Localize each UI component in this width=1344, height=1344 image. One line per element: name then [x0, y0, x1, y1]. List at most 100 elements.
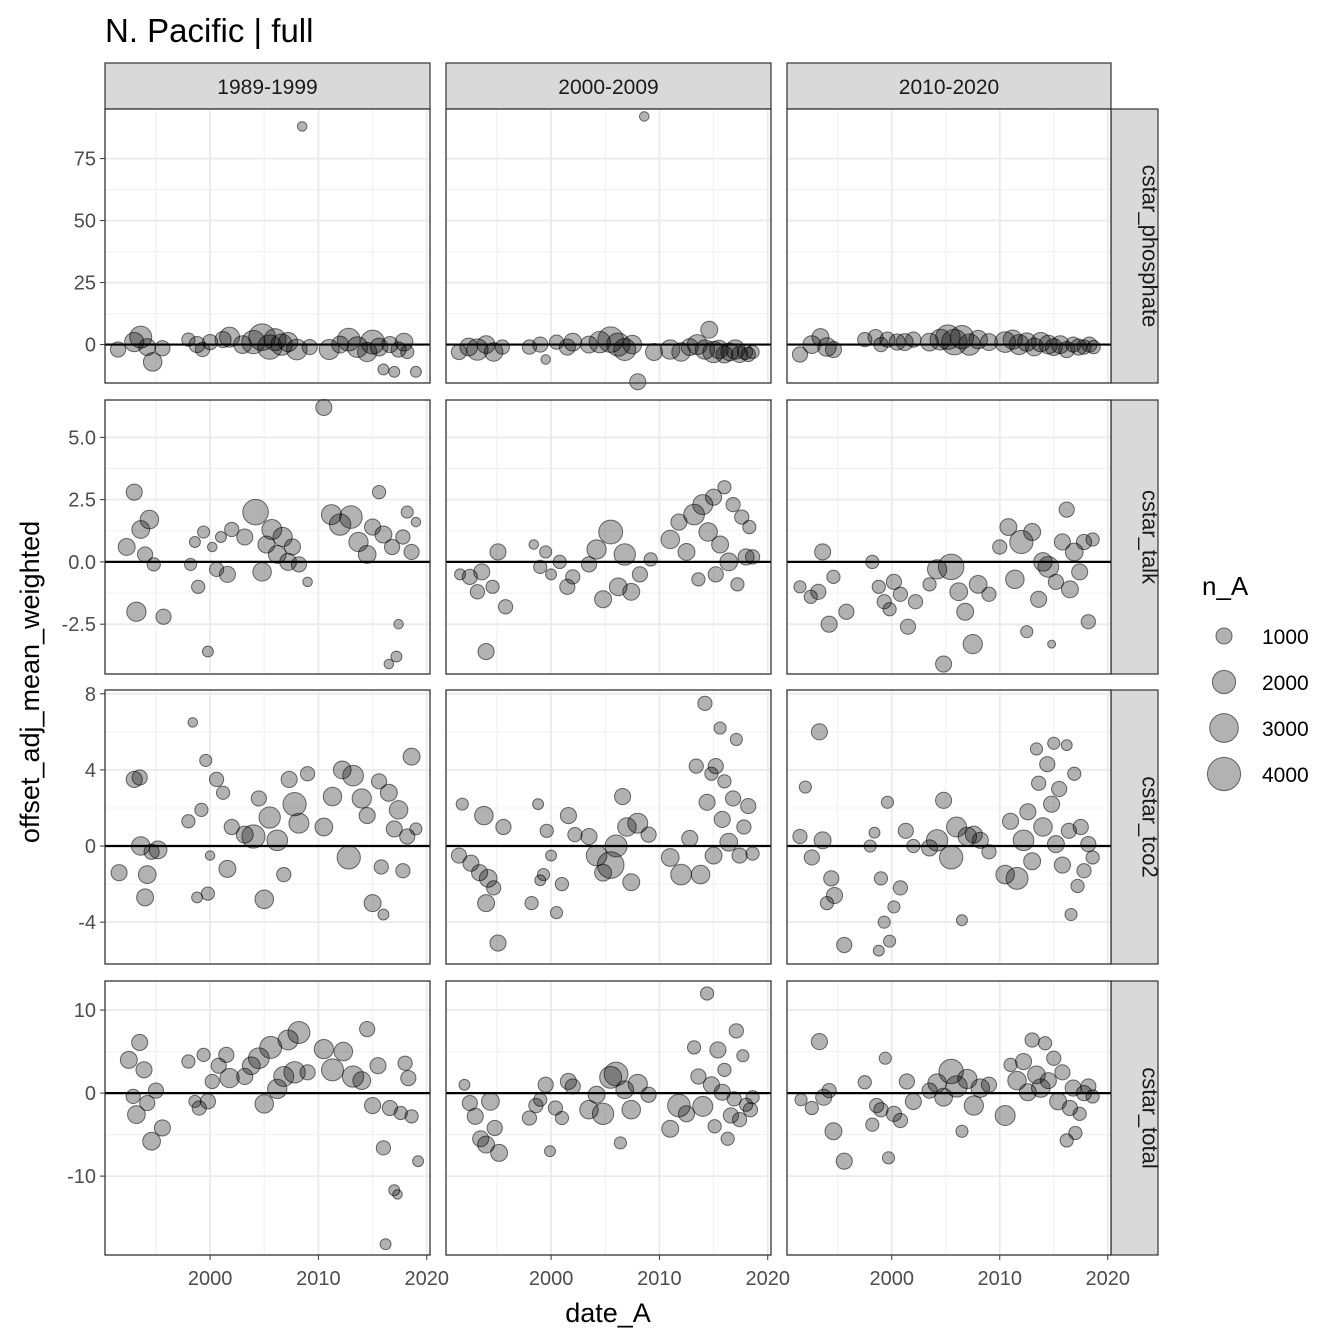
facet-strip-row-label: cstar_talk [1138, 490, 1163, 585]
panel-background [446, 109, 771, 383]
data-point [393, 1105, 408, 1121]
data-point [981, 586, 997, 602]
data-point [489, 934, 507, 952]
data-point [214, 331, 232, 349]
panel-border [104, 689, 431, 965]
legend-key-label: 2000 [1262, 672, 1309, 695]
data-point [252, 562, 272, 582]
data-point [872, 944, 885, 957]
data-point [258, 806, 281, 829]
data-point [223, 818, 240, 836]
data-point [1067, 766, 1082, 781]
panel-background [446, 981, 771, 1255]
y-tick-label: 5.0 [68, 427, 96, 449]
data-point [824, 1122, 843, 1141]
data-point [907, 594, 924, 610]
data-point [371, 485, 387, 500]
data-point [142, 352, 163, 372]
data-point [704, 846, 723, 865]
data-point [1008, 334, 1030, 356]
data-point [596, 851, 625, 879]
data-point [369, 337, 389, 357]
facet-strip-row [1110, 980, 1159, 1256]
facet-strip-row [1110, 689, 1159, 965]
data-point [622, 873, 641, 892]
data-point [363, 894, 382, 913]
data-point [552, 554, 567, 570]
data-point [970, 1078, 991, 1098]
data-point [920, 332, 939, 352]
data-point [403, 543, 420, 561]
data-point [922, 577, 937, 592]
data-point [537, 1076, 554, 1093]
data-point [615, 1080, 635, 1100]
facet-panel [786, 980, 1112, 1256]
data-point [481, 1092, 500, 1111]
data-point [892, 880, 909, 896]
data-point [250, 790, 267, 807]
data-point [1072, 818, 1089, 836]
facet-strip-col [445, 62, 772, 110]
data-point [374, 525, 393, 544]
data-point [254, 1094, 275, 1114]
data-point [897, 822, 914, 839]
data-point [320, 504, 342, 526]
chart-title: N. Pacific | full [105, 12, 313, 49]
panel-border [786, 108, 1112, 384]
data-point [125, 483, 143, 501]
data-point [937, 553, 965, 581]
data-point [146, 557, 161, 572]
data-point [536, 868, 551, 882]
data-point [409, 365, 422, 378]
data-point [559, 807, 577, 825]
data-point [126, 601, 147, 622]
data-point [939, 845, 964, 870]
data-point [266, 829, 289, 852]
data-point [154, 340, 171, 357]
data-point [1030, 590, 1048, 608]
data-point [533, 559, 548, 575]
data-point [604, 834, 628, 858]
panel-border [786, 689, 1112, 965]
data-point [394, 332, 414, 352]
data-point [1060, 739, 1073, 752]
data-point [935, 655, 953, 673]
data-point [364, 518, 382, 536]
data-point [794, 1093, 808, 1107]
data-point [791, 346, 809, 363]
data-point [724, 790, 742, 807]
data-point [267, 1078, 288, 1100]
data-point [744, 549, 761, 565]
data-point [629, 373, 647, 391]
data-point [359, 1021, 376, 1038]
data-point [713, 810, 731, 828]
data-point [865, 554, 880, 570]
data-point [677, 542, 696, 561]
data-point [392, 1189, 403, 1200]
data-point [887, 900, 901, 914]
data-point [1005, 569, 1025, 590]
data-point [981, 844, 997, 860]
data-point [135, 1061, 153, 1079]
data-point [400, 1070, 417, 1087]
data-point [692, 494, 714, 516]
panel-background [446, 690, 771, 964]
panel-border [445, 689, 772, 965]
data-point [594, 590, 613, 609]
data-point [1002, 812, 1020, 830]
data-point [139, 509, 160, 530]
data-point [357, 545, 377, 564]
data-point [486, 880, 502, 896]
legend-key-label: 4000 [1262, 764, 1309, 787]
data-point [1086, 339, 1101, 355]
data-point [873, 871, 889, 886]
data-point [567, 826, 583, 843]
data-point [698, 793, 716, 811]
data-point [736, 819, 752, 835]
facet-panel [445, 108, 772, 391]
data-point [287, 1020, 311, 1044]
data-point [290, 556, 308, 573]
data-point [638, 111, 650, 122]
data-point [285, 338, 308, 361]
data-point [299, 766, 316, 782]
